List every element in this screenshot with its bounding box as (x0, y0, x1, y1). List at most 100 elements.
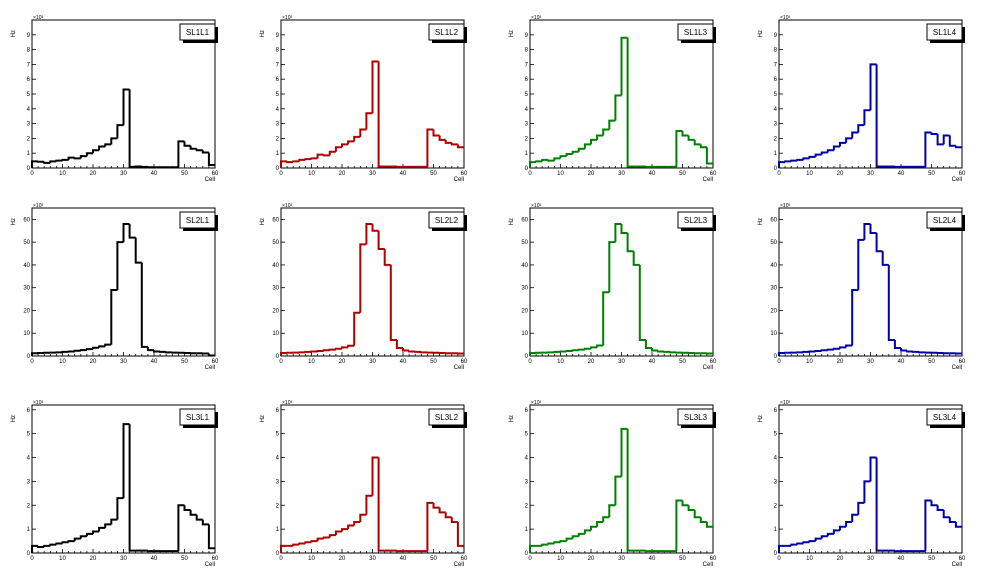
histogram-bin (353, 135, 361, 142)
histogram-title: SL2L3 (684, 216, 708, 225)
y-tick-label: 2 (774, 136, 778, 142)
y-tick-label: 5 (774, 92, 778, 98)
x-tick-label: 40 (151, 556, 158, 562)
histogram-bin (565, 537, 573, 542)
y-tick-label: 60 (23, 217, 30, 223)
histogram-bin (104, 343, 112, 347)
histogram-bin (73, 349, 81, 352)
histogram-bin (936, 133, 944, 146)
y-axis-label: Hz (260, 30, 266, 37)
histogram-bin (924, 499, 932, 552)
histogram-bin (930, 500, 938, 507)
histogram-bin (644, 340, 652, 350)
histogram-bin (92, 530, 100, 534)
histogram-title: SL3L4 (933, 413, 957, 422)
y-tick-label: 7 (525, 62, 529, 68)
histogram-bin (347, 344, 355, 348)
histogram-bin (334, 347, 342, 350)
x-tick-label: 60 (461, 359, 468, 365)
histogram-bin (122, 222, 130, 243)
y-tick-label: 5 (276, 432, 280, 438)
x-tick-label: 60 (959, 171, 966, 177)
axis-multiplier: ×10³ (531, 15, 541, 21)
histogram-bin (134, 237, 142, 264)
x-axis-label: Cell (205, 177, 215, 183)
histogram-bin (583, 347, 591, 350)
y-tick-label: 5 (27, 432, 31, 438)
histogram-bin (128, 89, 136, 168)
y-axis-label: Hz (11, 218, 17, 225)
histogram-bin (875, 233, 883, 253)
histogram-pad: 0 10 20 30 40 50 60 10 20 30 40 50 60 0 Cell Hz ×10³ SL2L… (260, 203, 468, 371)
x-tick-label: 20 (588, 171, 595, 177)
histogram-bin (280, 160, 288, 168)
x-tick-label: 10 (59, 556, 66, 562)
histogram-title: SL1L2 (435, 28, 459, 37)
y-tick-label: 50 (521, 240, 528, 246)
x-axis-label: Cell (205, 562, 215, 568)
y-tick-label: 20 (770, 308, 777, 314)
x-tick-label: 0 (528, 359, 532, 365)
histogram-bin (298, 158, 306, 162)
histogram-bin (620, 36, 628, 96)
histogram-bin (820, 151, 828, 155)
y-tick-label: 5 (276, 92, 280, 98)
histogram-bin (826, 348, 834, 351)
x-tick-label: 20 (837, 556, 844, 562)
y-axis-label: Hz (11, 415, 17, 422)
histogram-bin (687, 135, 695, 141)
y-tick-label: 5 (774, 432, 778, 438)
y-tick-label: 8 (774, 48, 778, 54)
y-tick-label: 6 (27, 408, 31, 414)
histogram-bin (875, 64, 883, 168)
x-tick-label: 40 (400, 556, 407, 562)
histogram-bin (541, 158, 549, 162)
histogram-bin (583, 143, 591, 149)
histogram-bin (571, 535, 579, 539)
x-axis-label: Cell (454, 365, 464, 371)
histogram-bin (359, 513, 367, 522)
histogram-bin (796, 542, 804, 545)
y-axis-label: Hz (260, 415, 266, 422)
y-tick-label: 10 (23, 331, 30, 337)
x-tick-label: 10 (59, 171, 66, 177)
histogram-bin (79, 535, 87, 539)
histogram-bin (189, 510, 197, 516)
x-tick-label: 50 (430, 556, 437, 562)
y-tick-label: 6 (276, 77, 280, 83)
histogram-bin (110, 288, 118, 345)
histogram-bin (55, 159, 63, 162)
x-tick-label: 40 (151, 359, 158, 365)
histogram-bin (365, 112, 373, 130)
histogram-bin (900, 348, 908, 352)
x-tick-label: 60 (461, 556, 468, 562)
histogram-bin (869, 223, 877, 235)
histogram-bin (456, 144, 464, 149)
histogram-bin (699, 144, 707, 149)
x-tick-label: 0 (30, 556, 34, 562)
histogram-bin (353, 311, 361, 346)
histogram-bin (310, 157, 318, 160)
histogram-bin (577, 348, 585, 351)
histogram-bin (808, 155, 816, 159)
y-tick-label: 7 (276, 62, 280, 68)
x-tick-label: 0 (528, 171, 532, 177)
x-tick-label: 40 (898, 359, 905, 365)
y-tick-label: 5 (525, 432, 529, 438)
y-zero-label: 0 (525, 551, 529, 557)
histogram-bin (177, 140, 185, 168)
histogram-bin (832, 347, 840, 350)
histogram-bin (377, 230, 385, 250)
histogram-bin (61, 541, 69, 544)
histogram-bin (826, 532, 834, 537)
x-tick-label: 30 (120, 171, 127, 177)
histogram-bin (426, 501, 434, 552)
histogram-bin (347, 140, 355, 145)
histogram-bin (577, 147, 585, 152)
x-axis-label: Cell (454, 177, 464, 183)
histogram-bin (675, 499, 683, 552)
histogram-bin (377, 457, 385, 552)
y-tick-label: 2 (276, 136, 280, 142)
x-tick-label: 10 (806, 171, 813, 177)
